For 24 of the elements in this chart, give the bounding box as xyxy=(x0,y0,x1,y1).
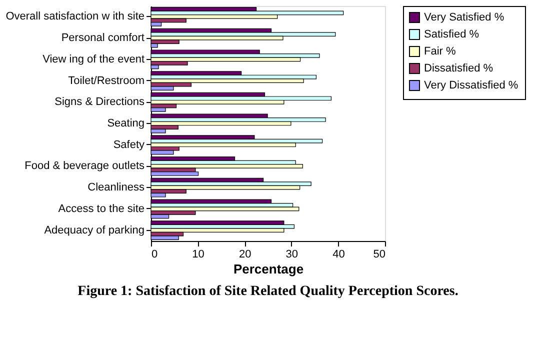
y-tick-label: Toilet/Restroom xyxy=(68,74,144,87)
y-tick-label: Signs & Directions xyxy=(54,96,145,108)
text: Figure 1: Satisfaction of Site Related Quality Perception Scores. xyxy=(78,284,458,299)
x-tick-label: 50 xyxy=(373,248,386,260)
legend-label: Satisfied % xyxy=(424,28,480,40)
y-tick-label: Safety xyxy=(113,138,145,151)
x-tick-label: 0 xyxy=(152,248,158,260)
x-tick-label: 30 xyxy=(286,248,298,260)
legend-label: Dissatisfied % xyxy=(424,62,494,74)
y-tick-label: Seating xyxy=(107,118,144,130)
y-tick-label: Food & beverage outlets xyxy=(24,160,145,172)
y-tick-label: View ing of the event xyxy=(42,53,144,66)
y-tick-label: Personal comfort xyxy=(61,32,144,44)
y-tick-label: Cleanliness xyxy=(88,182,145,194)
legend-label: Very Dissatisfied % xyxy=(424,80,518,92)
x-tick-label: 40 xyxy=(332,248,345,260)
x-axis-title: Percentage xyxy=(233,262,304,276)
x-tick-label: 10 xyxy=(192,248,204,260)
y-tick-label: Adequacy of parking xyxy=(44,224,144,236)
legend-label: Fair % xyxy=(424,46,456,58)
legend-label: Very Satisfied % xyxy=(424,12,504,24)
y-tick-label: Overall satisfaction w ith site xyxy=(6,10,144,23)
x-tick-label: 20 xyxy=(238,248,252,260)
y-tick-label: Access to the site xyxy=(58,202,144,215)
